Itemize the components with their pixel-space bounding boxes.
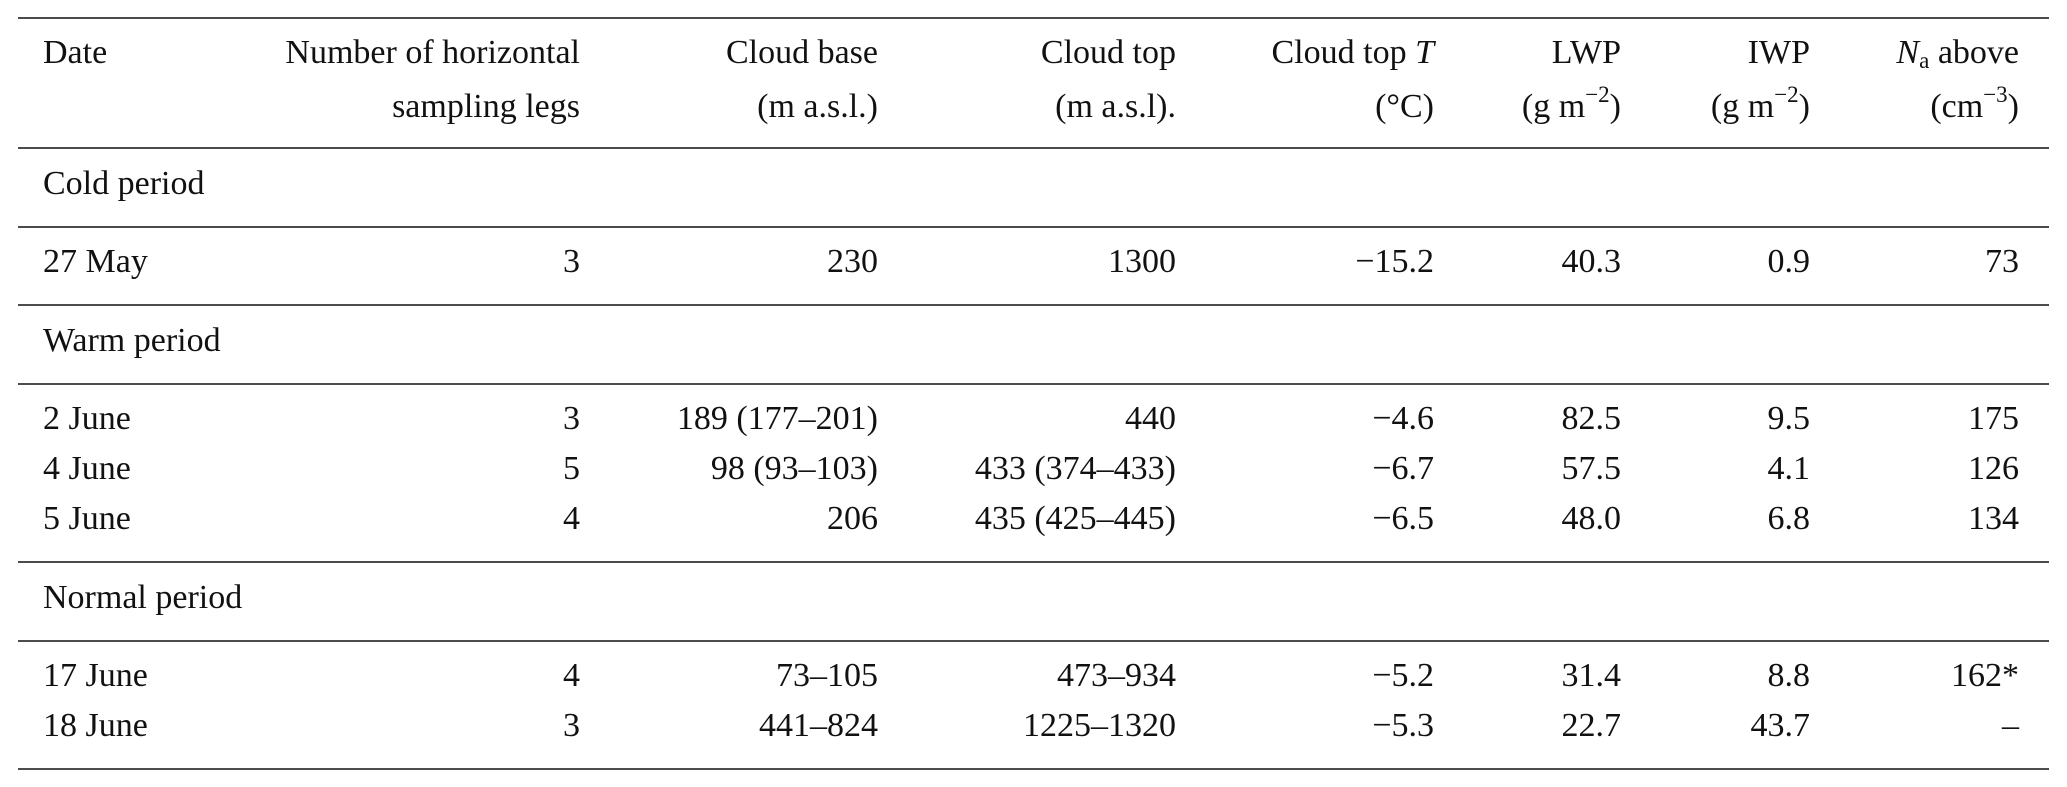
- cell: 4 June: [43, 450, 131, 487]
- header-sub: a: [1919, 48, 1929, 73]
- header-text: Number of horizontal: [285, 34, 580, 71]
- cell: 3: [563, 243, 580, 280]
- header-cell: LWP: [1552, 34, 1621, 71]
- cell: 1225–1320: [1023, 707, 1176, 744]
- header-text: (g m: [1522, 88, 1585, 125]
- cell: –: [2001, 707, 2020, 744]
- header-cell: IWP: [1748, 34, 1810, 71]
- cell: 473–934: [1057, 657, 1176, 694]
- cell: 98 (93–103): [711, 450, 878, 487]
- header-sup: −2: [1585, 82, 1609, 107]
- header-sup: −3: [1983, 82, 2007, 107]
- header-text: (°C): [1375, 88, 1434, 125]
- cell: 18 June: [43, 707, 148, 744]
- cell: 57.5: [1562, 450, 1622, 487]
- header-cell: sampling legs: [392, 88, 580, 125]
- cell: 4: [563, 500, 580, 537]
- cell: 40.3: [1562, 243, 1622, 280]
- header-text: Cloud base: [726, 34, 878, 71]
- cell: −6.7: [1372, 450, 1434, 487]
- cell: 175: [1968, 400, 2019, 437]
- cell: 230: [827, 243, 878, 280]
- header-cell: Number of horizontal: [285, 34, 580, 71]
- header-cell: (g m−2): [1711, 82, 1810, 125]
- cell: 441–824: [759, 707, 878, 744]
- section-title: Warm period: [43, 322, 221, 359]
- header-cell: (m a.s.l.): [757, 88, 878, 125]
- cell: −5.2: [1372, 657, 1434, 694]
- header-cell: (°C): [1375, 88, 1434, 125]
- cell: 3: [563, 400, 580, 437]
- header-italic: T: [1415, 34, 1436, 71]
- header-text: IWP: [1748, 34, 1810, 71]
- cell: 4.1: [1768, 450, 1811, 487]
- cell: 1300: [1108, 243, 1176, 280]
- cell: 189 (177–201): [677, 400, 878, 437]
- cell: 6.8: [1768, 500, 1811, 537]
- header-cell: Cloud top: [1041, 34, 1176, 71]
- cell: 162*: [1951, 657, 2019, 694]
- cell: 3: [563, 707, 580, 744]
- header-sup: −2: [1774, 82, 1798, 107]
- cell: 48.0: [1562, 500, 1622, 537]
- header-text: LWP: [1552, 34, 1621, 71]
- header-text: ): [1610, 88, 1621, 125]
- cell: 8.8: [1768, 657, 1811, 694]
- cell: 82.5: [1562, 400, 1622, 437]
- cell: 31.4: [1562, 657, 1622, 694]
- cell: 126: [1968, 450, 2019, 487]
- cell: 206: [827, 500, 878, 537]
- header-cell: Na above: [1895, 34, 2019, 73]
- cell: −6.5: [1372, 500, 1434, 537]
- header-cell: Date: [43, 34, 107, 71]
- header-text: Cloud top: [1041, 34, 1176, 71]
- cell: −4.6: [1372, 400, 1434, 437]
- cell: 134: [1968, 500, 2019, 537]
- header-text: above: [1929, 34, 2019, 71]
- header-text: (m a.s.l).: [1055, 88, 1176, 125]
- cell: 2 June: [43, 400, 131, 437]
- header-italic: N: [1895, 34, 1921, 71]
- cell: 0.9: [1768, 243, 1811, 280]
- header-cell: Cloud base: [726, 34, 878, 71]
- cell: 73–105: [776, 657, 878, 694]
- cell: 9.5: [1768, 400, 1811, 437]
- section-title: Normal period: [43, 579, 242, 616]
- header-text: ): [2008, 88, 2019, 125]
- header-text: sampling legs: [392, 88, 580, 125]
- header-text: Date: [43, 34, 107, 71]
- header-cell: Cloud top T: [1272, 34, 1437, 71]
- section-title: Cold period: [43, 165, 204, 202]
- header-cell: (m a.s.l).: [1055, 88, 1176, 125]
- header-text: Cloud top: [1272, 34, 1416, 71]
- cell: −5.3: [1372, 707, 1434, 744]
- cell: 27 May: [43, 243, 148, 280]
- cell: 440: [1125, 400, 1176, 437]
- header-text: (cm: [1930, 88, 1983, 125]
- cell: 5 June: [43, 500, 131, 537]
- cell: 433 (374–433): [975, 450, 1176, 487]
- header-text: ): [1799, 88, 1810, 125]
- cell: 435 (425–445): [975, 500, 1176, 537]
- cell: 5: [563, 450, 580, 487]
- header-cell: (g m−2): [1522, 82, 1621, 125]
- cell: 22.7: [1562, 707, 1622, 744]
- cell: −15.2: [1355, 243, 1434, 280]
- cell: 73: [1985, 243, 2019, 280]
- cell: 43.7: [1751, 707, 1811, 744]
- header-cell: (cm−3): [1930, 82, 2019, 125]
- cell: 17 June: [43, 657, 148, 694]
- header-text: (m a.s.l.): [757, 88, 878, 125]
- header-text: (g m: [1711, 88, 1774, 125]
- cell: 4: [563, 657, 580, 694]
